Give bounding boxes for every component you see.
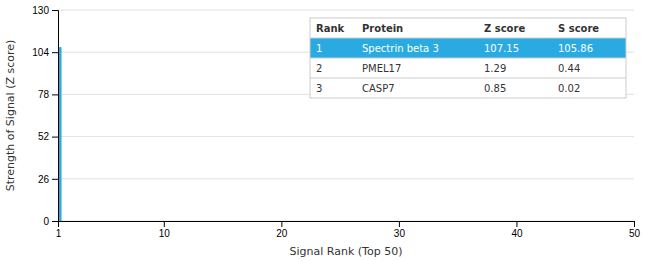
x-tick-label: 50 [629,228,641,239]
table-header-cell: Rank [316,23,345,34]
x-tick-label: 20 [276,228,288,239]
table-header-cell: Z score [484,23,525,34]
table-cell: 105.86 [558,43,593,54]
table-row-bg [310,38,626,58]
table-cell: 0.85 [484,83,506,94]
y-tick-label: 0 [43,216,49,227]
x-tick: 30 [394,221,406,239]
x-tick: 10 [159,221,171,239]
table-cell: 107.15 [484,43,519,54]
y-tick: 0 [43,216,58,227]
y-tick-mark [52,52,58,53]
y-tick: 26 [38,174,58,185]
y-tick-label: 26 [38,174,50,185]
table-border [310,18,626,98]
x-tick-mark [634,221,635,227]
y-tick-mark [52,179,58,180]
table-row-bg [310,18,626,38]
x-axis-line [59,222,635,228]
table-header-cell: Protein [362,23,403,34]
plot: 1 10 20 30 40 50 0 26 52 78 104 130 Rank Protein Z sco… [32,5,640,239]
table-cell: 3 [316,83,322,94]
table-cell: 0.44 [558,63,580,74]
chart: 1 10 20 30 40 50 0 26 52 78 104 130 Rank Protein Z sco… [0,0,650,261]
table-divider [310,58,626,59]
y-axis-line [52,11,59,222]
table-row-bg [310,78,626,98]
table-header-cell: S score [558,23,599,34]
x-tick-mark [399,221,400,227]
grid-line [58,10,634,11]
y-axis-title: Strength of Signal (Z score) [4,40,17,192]
x-tick-label: 30 [394,228,406,239]
x-tick: 50 [629,221,641,239]
table-cell: 2 [316,63,322,74]
table-cell: PMEL17 [362,63,401,74]
table-cell: CASP7 [362,83,395,94]
x-tick: 1 [56,221,62,239]
x-tick-mark [281,221,282,227]
x-tick-label: 40 [511,228,523,239]
table-cell: 1 [316,43,322,54]
x-axis-title: Signal Rank (Top 50) [290,245,403,258]
table-row: 3 CASP7 0.85 0.02 [310,78,626,98]
table-header: Rank Protein Z score S score [310,18,626,38]
x-tick-mark [164,221,165,227]
y-tick-label: 104 [32,47,49,58]
x-tick: 20 [276,221,288,239]
y-tick-mark [52,221,58,222]
grid [58,10,634,221]
y-tick: 130 [32,5,58,16]
y-tick: 52 [38,131,58,142]
y-axis: 0 26 52 78 104 130 [32,5,58,227]
x-tick-label: 1 [56,228,62,239]
y-tick-label: 130 [32,5,49,16]
table-row-bg [310,58,626,78]
table-row: 1 Spectrin beta 3 107.15 105.86 [310,38,626,58]
y-tick-mark [52,10,58,11]
x-tick-label: 10 [159,228,171,239]
table-divider [310,78,626,79]
x-axis: 1 10 20 30 40 50 [56,221,641,239]
table: Rank Protein Z score S score 1 Spectrin beta … [310,18,626,98]
y-tick-label: 78 [38,89,50,100]
x-tick-mark [516,221,517,227]
table-divider [310,38,626,39]
y-tick-label: 52 [38,131,50,142]
grid-line [58,136,634,137]
y-tick: 104 [32,47,58,58]
table-cell: Spectrin beta 3 [362,43,439,54]
x-tick: 40 [511,221,523,239]
grid-line [58,178,634,179]
table-row: 2 PMEL17 1.29 0.44 [310,58,626,78]
table-cell: 1.29 [484,63,506,74]
y-tick: 78 [38,89,58,100]
y-tick-mark [52,137,58,138]
y-tick-mark [52,94,58,95]
table-cell: 0.02 [558,83,580,94]
